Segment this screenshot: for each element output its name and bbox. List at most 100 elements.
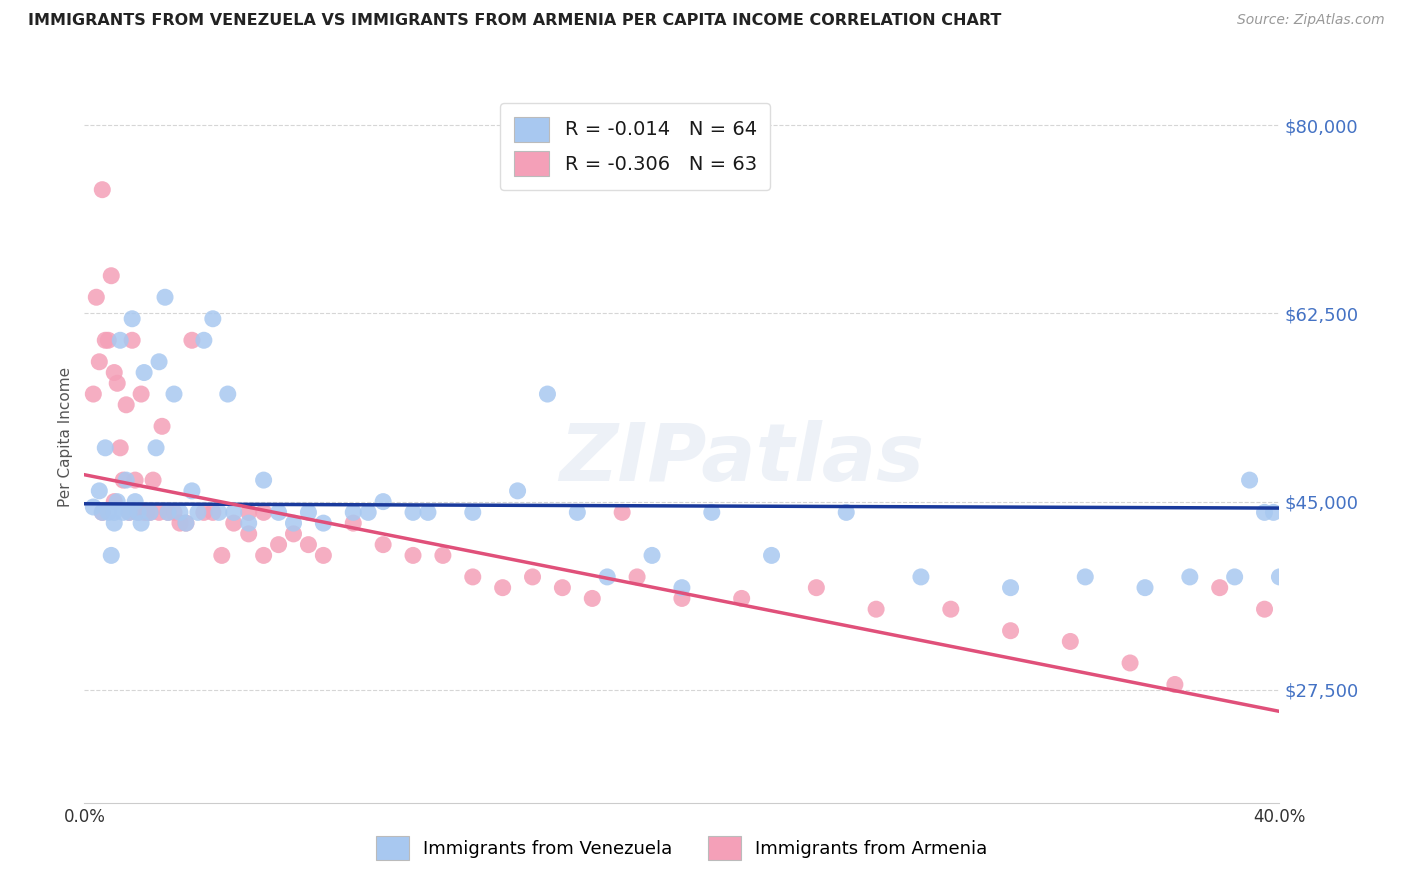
Point [127, 505, 149, 519]
Point [402, 505, 425, 519]
Point [1164, 677, 1187, 691]
Point [169, 516, 191, 530]
Point [139, 505, 162, 519]
Point [312, 516, 335, 530]
Point [596, 570, 619, 584]
Point [1223, 570, 1246, 584]
Point [100, 549, 122, 563]
Legend: Immigrants from Venezuela, Immigrants from Armenia: Immigrants from Venezuela, Immigrants fr… [368, 830, 995, 867]
Point [910, 570, 932, 584]
Point [253, 505, 276, 519]
Point [115, 398, 138, 412]
Point [939, 602, 962, 616]
Text: Source: ZipAtlas.com: Source: ZipAtlas.com [1237, 13, 1385, 28]
Point [110, 333, 132, 347]
Point [1253, 602, 1275, 616]
Point [157, 505, 180, 519]
Point [94, 441, 117, 455]
Point [145, 441, 167, 455]
Point [139, 505, 162, 519]
Point [124, 473, 146, 487]
Point [865, 602, 887, 616]
Point [124, 494, 146, 508]
Text: IMMIGRANTS FROM VENEZUELA VS IMMIGRANTS FROM ARMENIA PER CAPITA INCOME CORRELATI: IMMIGRANTS FROM VENEZUELA VS IMMIGRANTS … [28, 13, 1001, 29]
Point [373, 494, 395, 508]
Point [105, 376, 128, 391]
Point [835, 505, 858, 519]
Point [297, 538, 319, 552]
Point [253, 549, 276, 563]
Point [1263, 505, 1285, 519]
Point [432, 549, 454, 563]
Point [238, 505, 260, 519]
Point [193, 333, 215, 347]
Point [567, 505, 589, 519]
Point [1178, 570, 1201, 584]
Point [121, 311, 143, 326]
Point [105, 494, 128, 508]
Point [283, 516, 305, 530]
Point [132, 366, 156, 380]
Point [201, 311, 224, 326]
Point [118, 505, 141, 519]
Point [211, 549, 233, 563]
Point [626, 570, 648, 584]
Point [506, 483, 529, 498]
Point [153, 290, 176, 304]
Point [1268, 570, 1291, 584]
Point [110, 441, 132, 455]
Point [86, 290, 108, 304]
Point [91, 183, 114, 197]
Text: ZIPatlas: ZIPatlas [560, 420, 924, 498]
Point [297, 505, 319, 519]
Point [253, 473, 276, 487]
Point [1119, 656, 1142, 670]
Point [136, 505, 159, 519]
Point [181, 483, 204, 498]
Point [148, 505, 170, 519]
Point [700, 505, 723, 519]
Point [174, 516, 197, 530]
Point [129, 387, 152, 401]
Point [1000, 581, 1022, 595]
Point [91, 505, 114, 519]
Point [1133, 581, 1156, 595]
Point [142, 473, 165, 487]
Point [112, 473, 135, 487]
Point [89, 355, 111, 369]
Point [238, 516, 260, 530]
Point [1253, 505, 1275, 519]
Point [129, 516, 152, 530]
Point [731, 591, 754, 606]
Point [342, 505, 364, 519]
Point [89, 483, 111, 498]
Point [112, 505, 135, 519]
Point [267, 505, 290, 519]
Point [551, 581, 574, 595]
Point [402, 549, 425, 563]
Point [492, 581, 515, 595]
Point [150, 419, 173, 434]
Point [100, 268, 122, 283]
Point [1209, 581, 1232, 595]
Point [461, 570, 484, 584]
Point [283, 527, 305, 541]
Point [118, 505, 141, 519]
Point [581, 591, 603, 606]
Point [267, 538, 290, 552]
Point [163, 505, 186, 519]
Point [115, 473, 138, 487]
Point [761, 549, 783, 563]
Point [222, 505, 245, 519]
Point [1074, 570, 1097, 584]
Point [97, 505, 120, 519]
Point [82, 500, 104, 514]
Point [217, 387, 239, 401]
Point [181, 333, 204, 347]
Point [208, 505, 231, 519]
Point [671, 581, 693, 595]
Point [169, 505, 191, 519]
Y-axis label: Per Capita Income: Per Capita Income [58, 367, 73, 508]
Point [416, 505, 439, 519]
Point [641, 549, 664, 563]
